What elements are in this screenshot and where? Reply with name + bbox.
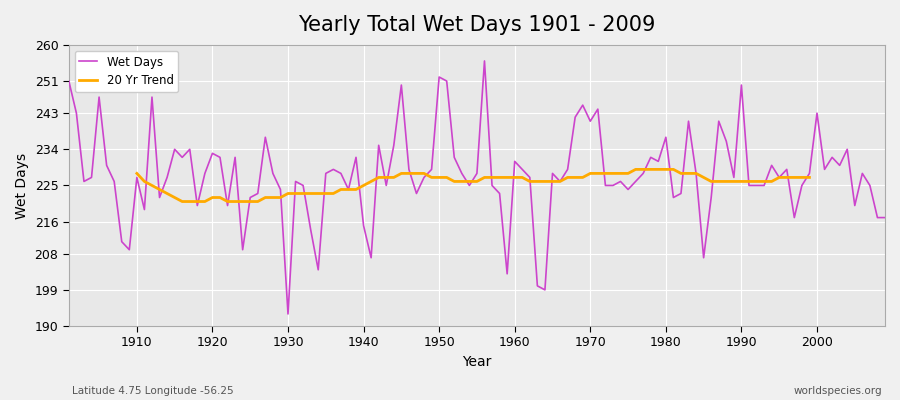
Y-axis label: Wet Days: Wet Days: [15, 152, 29, 218]
Wet Days: [298, 183, 309, 188]
20 Yr Trend: [176, 199, 187, 204]
Wet Days: [517, 167, 527, 172]
Wet Days: [615, 179, 626, 184]
20 Yr Trend: [608, 171, 618, 176]
Line: 20 Yr Trend: 20 Yr Trend: [137, 169, 809, 202]
Title: Yearly Total Wet Days 1901 - 2009: Yearly Total Wet Days 1901 - 2009: [298, 15, 655, 35]
Text: worldspecies.org: worldspecies.org: [794, 386, 882, 396]
Line: Wet Days: Wet Days: [68, 61, 885, 314]
Wet Days: [479, 58, 490, 63]
20 Yr Trend: [131, 171, 142, 176]
Wet Days: [525, 175, 535, 180]
Wet Days: [343, 187, 354, 192]
Wet Days: [879, 215, 890, 220]
20 Yr Trend: [721, 179, 732, 184]
X-axis label: Year: Year: [463, 355, 491, 369]
Wet Days: [63, 79, 74, 84]
20 Yr Trend: [789, 175, 800, 180]
Text: Latitude 4.75 Longitude -56.25: Latitude 4.75 Longitude -56.25: [72, 386, 234, 396]
20 Yr Trend: [230, 199, 240, 204]
20 Yr Trend: [343, 187, 354, 192]
20 Yr Trend: [804, 175, 814, 180]
20 Yr Trend: [706, 179, 716, 184]
20 Yr Trend: [630, 167, 641, 172]
Wet Days: [283, 312, 293, 316]
Wet Days: [124, 247, 135, 252]
Legend: Wet Days, 20 Yr Trend: Wet Days, 20 Yr Trend: [75, 51, 178, 92]
